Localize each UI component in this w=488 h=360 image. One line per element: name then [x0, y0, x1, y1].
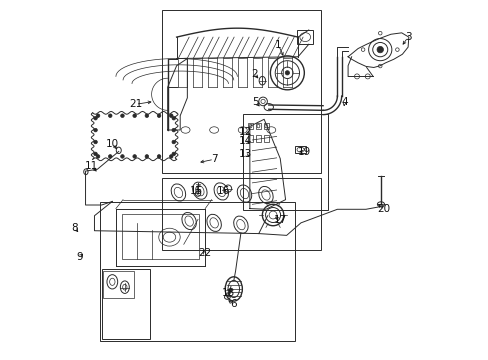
Bar [263, 123, 268, 129]
Text: 20: 20 [376, 204, 389, 214]
Ellipse shape [96, 155, 100, 158]
Bar [247, 123, 253, 129]
Ellipse shape [133, 155, 136, 158]
Bar [162, 178, 321, 249]
Bar [102, 269, 149, 339]
Bar [255, 135, 261, 143]
Text: 4: 4 [341, 97, 347, 107]
Ellipse shape [108, 114, 112, 117]
Bar [242, 114, 328, 210]
Ellipse shape [94, 140, 97, 144]
Bar [122, 214, 198, 258]
Text: 17: 17 [273, 215, 286, 225]
Text: 16: 16 [216, 186, 229, 197]
Ellipse shape [172, 116, 175, 120]
Bar [263, 135, 268, 143]
Text: 8: 8 [71, 223, 78, 233]
Ellipse shape [157, 155, 161, 158]
Text: 1: 1 [275, 40, 281, 50]
Ellipse shape [169, 155, 173, 158]
Bar [100, 202, 294, 342]
Text: 7: 7 [210, 154, 217, 164]
Bar [162, 10, 321, 173]
Text: 22: 22 [198, 248, 211, 258]
Text: 13: 13 [238, 149, 251, 159]
Ellipse shape [172, 152, 175, 156]
Text: 21: 21 [129, 99, 142, 109]
Ellipse shape [157, 114, 161, 117]
Text: 12: 12 [238, 127, 251, 137]
Bar [297, 30, 313, 44]
Ellipse shape [94, 152, 97, 156]
Text: 11: 11 [85, 161, 98, 171]
Ellipse shape [108, 155, 112, 158]
Bar [255, 123, 261, 129]
Ellipse shape [172, 140, 175, 144]
Text: 19: 19 [297, 147, 310, 157]
Text: 15: 15 [189, 186, 203, 197]
Ellipse shape [121, 114, 124, 117]
Bar [103, 271, 134, 298]
Text: 18: 18 [222, 288, 235, 297]
Text: 2: 2 [250, 68, 257, 78]
Text: 5: 5 [252, 97, 258, 107]
Text: 14: 14 [238, 136, 251, 147]
Text: 3: 3 [404, 32, 410, 42]
Ellipse shape [133, 114, 136, 117]
Text: 10: 10 [105, 139, 119, 149]
Ellipse shape [94, 128, 97, 132]
Ellipse shape [376, 46, 383, 53]
Bar [247, 135, 253, 143]
Ellipse shape [96, 114, 100, 117]
Ellipse shape [172, 128, 175, 132]
Ellipse shape [285, 71, 289, 75]
Ellipse shape [145, 155, 148, 158]
Text: 9: 9 [76, 252, 82, 262]
Ellipse shape [94, 116, 97, 120]
Ellipse shape [169, 114, 173, 117]
Ellipse shape [145, 114, 148, 117]
Ellipse shape [121, 155, 124, 158]
Text: 6: 6 [230, 299, 237, 309]
Bar [295, 147, 305, 153]
